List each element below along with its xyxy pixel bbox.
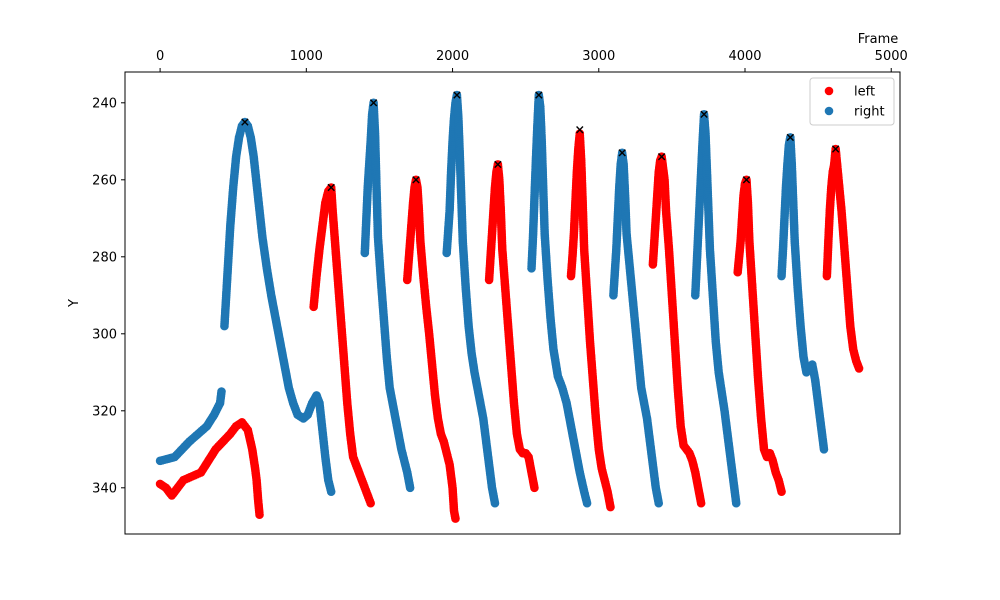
peak-marker [831, 145, 840, 153]
peak-marker [576, 126, 584, 134]
y-tick-label: 300 [92, 327, 117, 342]
left-point [606, 502, 615, 512]
legend-right-label: right [854, 105, 885, 120]
right-point [217, 387, 226, 396]
right-point [490, 498, 500, 508]
right-point [405, 483, 415, 493]
right-point [819, 445, 829, 454]
peak-marker [453, 91, 461, 99]
legend-right-marker [824, 106, 834, 116]
left-point [696, 498, 706, 508]
right-point [654, 498, 664, 508]
peak-marker [657, 153, 666, 161]
y-tick-label: 260 [92, 173, 117, 188]
x-axis-label: Frame [858, 32, 899, 47]
peak-marker [700, 110, 708, 119]
plot-frame [124, 71, 901, 535]
right-point [582, 498, 592, 508]
y-axis-ticks: 240 260 280 300 320 340 [92, 96, 125, 496]
peak-marker [786, 133, 795, 142]
right-point [326, 487, 336, 496]
x-axis-ticks: 0 1000 2000 3000 4000 5000 [156, 49, 908, 72]
peak-marker [618, 149, 626, 157]
peak-marker [494, 160, 502, 169]
x-tick-label: 2000 [436, 49, 469, 64]
left-point [777, 487, 786, 496]
peak-markers [241, 91, 840, 192]
peak-marker [369, 99, 378, 107]
right-point [731, 498, 741, 508]
left-point [255, 510, 264, 520]
x-tick-label: 5000 [875, 49, 908, 64]
left-point [530, 483, 539, 493]
legend-left-marker [824, 86, 834, 96]
legend-left-label: left [854, 85, 875, 100]
left-point [854, 364, 864, 373]
peak-marker [412, 176, 420, 184]
y-axis-label: Y [67, 299, 82, 308]
y-tick-label: 340 [92, 481, 117, 496]
scatter-points [155, 90, 864, 523]
x-tick-label: 0 [156, 49, 164, 64]
y-tick-label: 240 [92, 96, 117, 111]
left-point [451, 514, 460, 523]
legend: left right [809, 77, 895, 126]
x-tick-label: 1000 [290, 49, 323, 64]
peak-marker [241, 118, 249, 126]
x-tick-label: 4000 [728, 49, 761, 64]
peak-marker [535, 91, 543, 99]
y-tick-label: 280 [92, 250, 117, 265]
y-tick-label: 320 [92, 404, 117, 419]
peak-marker [742, 176, 751, 184]
left-point [366, 498, 375, 508]
peak-marker [327, 183, 335, 192]
x-tick-label: 3000 [582, 49, 615, 64]
